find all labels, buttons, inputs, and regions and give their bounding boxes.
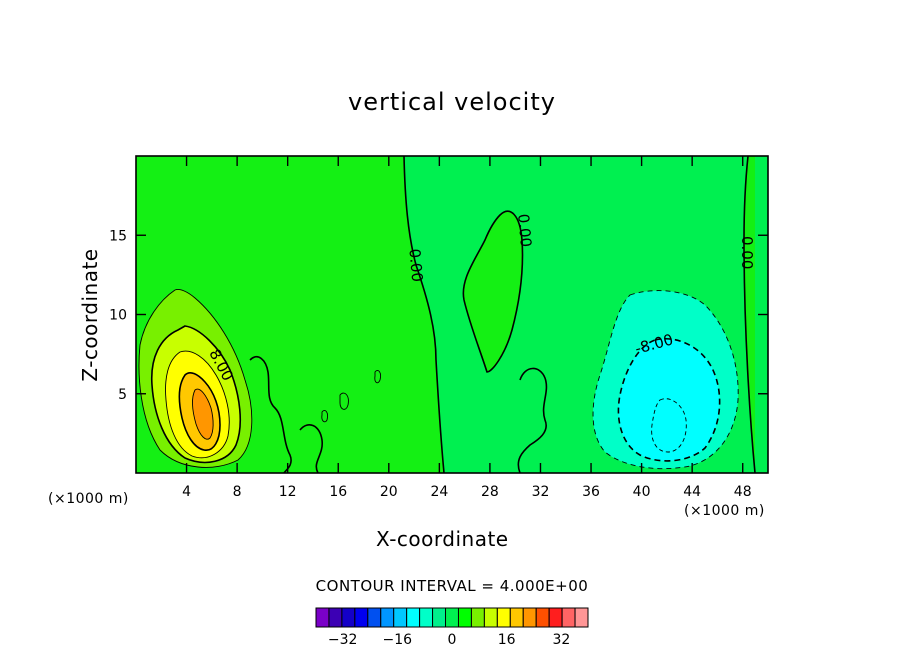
x-tick-label: 8	[233, 484, 242, 500]
colorbar: −32 −16 0 16 32	[315, 607, 589, 648]
contour-12-up	[165, 350, 230, 459]
x-axis-ticks: 4 8 12 16 20 24 28 32 36 40 44 48	[182, 156, 752, 500]
colorbar-swatch	[522, 607, 537, 628]
colorbar-swatch	[406, 607, 421, 628]
small-closed-contours	[321, 369, 381, 423]
y-tick-label: 10	[109, 308, 127, 324]
x-tick-label: 12	[279, 484, 297, 500]
colorbar-swatch	[341, 607, 356, 628]
colorbar-swatch	[457, 607, 472, 628]
x-tick-label: 16	[329, 484, 347, 500]
colorbar-swatch	[393, 607, 408, 628]
colorbar-swatch	[548, 607, 563, 628]
colorbar-tick-label: 16	[498, 632, 516, 648]
colorbar-swatch	[315, 607, 330, 628]
colorbar-swatch	[496, 607, 511, 628]
central-updraft-patch	[463, 211, 523, 372]
colorbar-swatch	[574, 607, 589, 628]
colorbar-swatch	[354, 607, 369, 628]
y-axis-ticks: 5 10 15	[109, 228, 768, 403]
colorbar-swatch	[328, 607, 343, 628]
x-tick-label: 32	[532, 484, 550, 500]
colorbar-swatch	[535, 607, 550, 628]
colorbar-swatch	[432, 607, 447, 628]
contour-lines	[138, 156, 756, 473]
contour-8-up	[150, 325, 242, 464]
x-tick-label: 36	[582, 484, 600, 500]
zero-contour-central	[462, 210, 524, 373]
x-tick-label: 20	[380, 484, 398, 500]
x-tick-label: 28	[481, 484, 499, 500]
x-tick-label: 4	[182, 484, 191, 500]
y-tick-label: 15	[109, 228, 127, 244]
x-axis-units-right: (×1000 m)	[684, 503, 765, 519]
colorbar-swatch	[380, 607, 395, 628]
contour-4-up	[138, 289, 253, 468]
contour-20-up	[192, 388, 214, 440]
colorbar-swatch	[561, 607, 576, 628]
downdraft-contour-8	[618, 338, 720, 461]
colorbar-tick-label: −16	[383, 632, 413, 648]
contour-minus12	[651, 398, 687, 453]
contour-interval-label: CONTOUR INTERVAL = 4.000E+00	[315, 577, 589, 595]
contour-label: 0.00	[738, 236, 756, 269]
x-tick-label: 44	[683, 484, 701, 500]
zero-contour-left	[403, 156, 445, 473]
colorbar-swatch	[509, 607, 524, 628]
y-axis-title: Z-coordinate	[78, 248, 102, 382]
x-axis-units-left: (×1000 m)	[48, 491, 129, 507]
contour-fill-regions	[136, 156, 768, 473]
colorbar-swatch	[445, 607, 459, 628]
contour-label: 0.00	[405, 248, 426, 283]
y-tick-label: 5	[118, 387, 127, 403]
colorbar-tick-label: −32	[328, 632, 358, 648]
colorbar-swatch	[470, 607, 485, 628]
contour-label: 0.00	[514, 213, 535, 248]
zero-contour-right	[743, 156, 756, 473]
colorbar-tick-label: 0	[448, 632, 457, 648]
colorbar-swatch	[483, 607, 498, 628]
colorbar-swatch	[367, 607, 382, 628]
contour-16-up	[178, 372, 221, 451]
contour-minus8	[617, 338, 721, 462]
updraft-contour-20	[192, 389, 214, 440]
x-tick-label: 40	[633, 484, 651, 500]
x-tick-label: 24	[430, 484, 448, 500]
chart-title: vertical velocity	[348, 88, 556, 116]
x-tick-label: 48	[734, 484, 752, 500]
colorbar-swatch	[419, 607, 434, 628]
zero-contour-surface-wiggles	[249, 356, 548, 473]
colorbar-tick-label: 32	[552, 632, 570, 648]
x-axis-title: X-coordinate	[376, 527, 509, 551]
